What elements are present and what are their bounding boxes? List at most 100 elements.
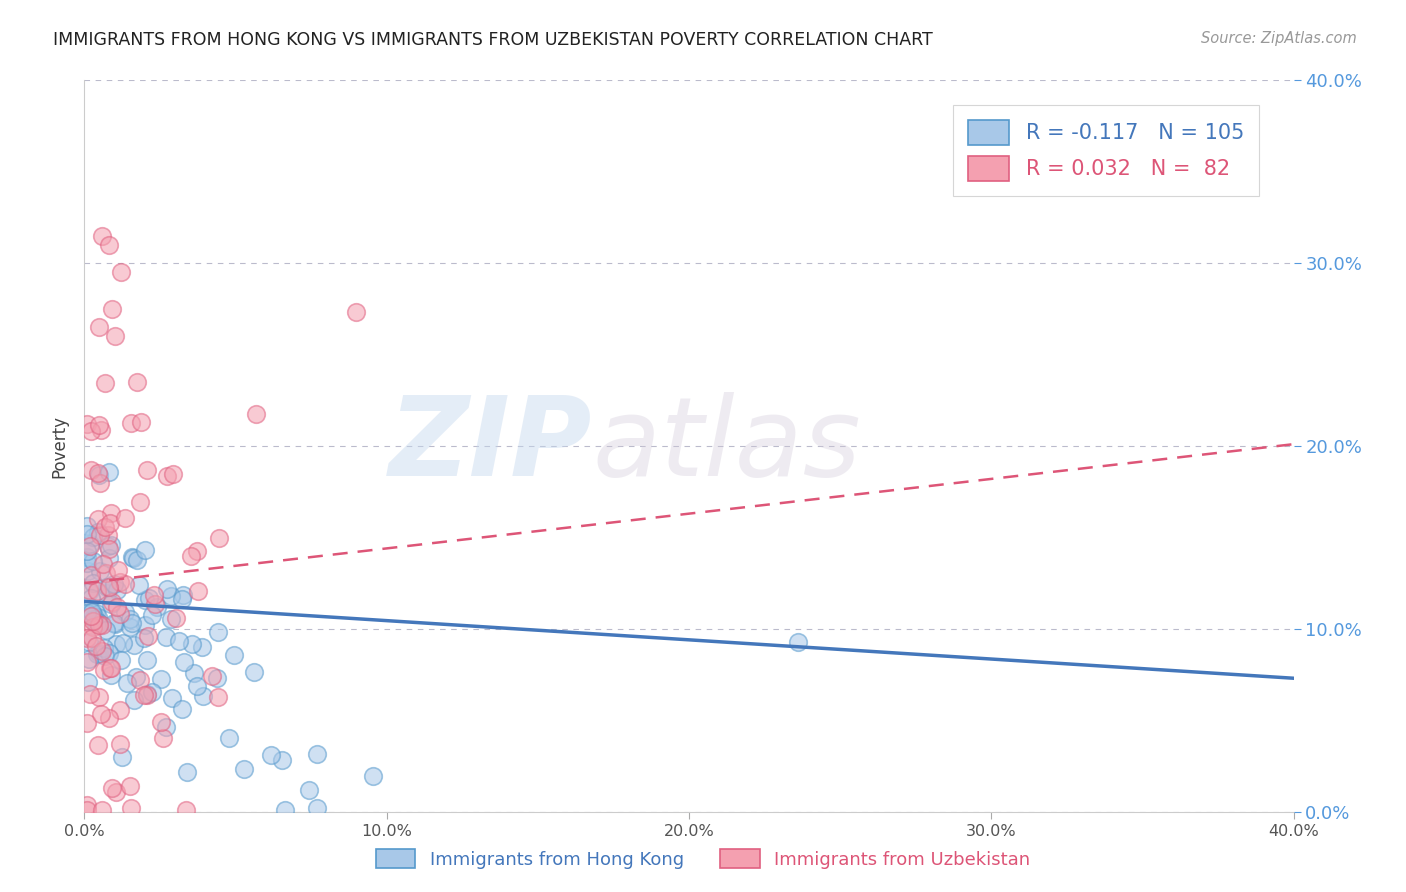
Point <box>114 511 136 525</box>
Point <box>186 544 208 558</box>
Point <box>77 584 100 599</box>
Point <box>98 465 121 479</box>
Point <box>100 661 122 675</box>
Point <box>172 702 194 716</box>
Point <box>86 609 108 624</box>
Point <box>122 692 145 706</box>
Point <box>98 551 121 566</box>
Point <box>93 640 115 655</box>
Point <box>80 631 103 645</box>
Point <box>82 615 104 629</box>
Point <box>76 797 98 812</box>
Point <box>135 687 157 701</box>
Point <box>134 618 156 632</box>
Point <box>87 417 110 432</box>
Point <box>208 531 231 545</box>
Point <box>82 553 104 567</box>
Point <box>105 600 128 615</box>
Point <box>118 620 141 634</box>
Text: ZIP: ZIP <box>388 392 592 500</box>
Point <box>103 616 125 631</box>
Point <box>100 595 122 609</box>
Point <box>96 623 118 637</box>
Point <box>89 320 111 334</box>
Point <box>186 679 208 693</box>
Point <box>79 608 101 623</box>
Point <box>76 674 98 689</box>
Point <box>76 632 98 646</box>
Point <box>165 611 187 625</box>
Point <box>87 616 110 631</box>
Point <box>346 305 368 319</box>
Point <box>118 612 141 626</box>
Point <box>155 630 177 644</box>
Point <box>141 608 163 623</box>
Point <box>190 640 212 655</box>
Point <box>183 666 205 681</box>
Point <box>98 711 121 725</box>
Point <box>91 618 114 632</box>
Point <box>143 597 166 611</box>
Point <box>145 599 167 614</box>
Point <box>169 634 191 648</box>
Point <box>138 591 160 605</box>
Point <box>142 588 165 602</box>
Point <box>160 589 183 603</box>
Point <box>87 466 110 480</box>
Point <box>80 463 103 477</box>
Point <box>205 671 228 685</box>
Point <box>273 803 295 817</box>
Point <box>84 639 107 653</box>
Text: Source: ZipAtlas.com: Source: ZipAtlas.com <box>1201 31 1357 46</box>
Point <box>94 519 117 533</box>
Text: atlas: atlas <box>592 392 860 500</box>
Point <box>91 803 114 817</box>
Point <box>104 329 127 343</box>
Point <box>96 566 118 581</box>
Point <box>76 549 98 564</box>
Point <box>96 580 118 594</box>
Point <box>156 582 179 597</box>
Point <box>160 690 183 705</box>
Point <box>176 764 198 779</box>
Point <box>79 635 101 649</box>
Point <box>105 583 128 598</box>
Point <box>79 687 101 701</box>
Point <box>87 615 110 630</box>
Point <box>77 564 100 578</box>
Point <box>136 653 159 667</box>
Point <box>786 634 808 648</box>
Point <box>77 583 100 598</box>
Point <box>111 750 134 764</box>
Point <box>180 549 202 563</box>
Point <box>125 670 148 684</box>
Point <box>108 574 131 589</box>
Point <box>104 617 127 632</box>
Point <box>121 616 143 631</box>
Point <box>121 549 143 564</box>
Point <box>98 646 121 660</box>
Point <box>89 690 111 704</box>
Point <box>135 688 157 702</box>
Point <box>136 462 159 476</box>
Y-axis label: Poverty: Poverty <box>51 415 69 477</box>
Point <box>97 528 120 542</box>
Point <box>122 638 145 652</box>
Point <box>114 577 136 591</box>
Point <box>141 684 163 698</box>
Point <box>108 703 131 717</box>
Point <box>120 800 142 814</box>
Point <box>100 538 122 552</box>
Point <box>76 556 98 570</box>
Point <box>120 417 142 431</box>
Point <box>108 737 131 751</box>
Point <box>82 620 104 634</box>
Point <box>131 415 153 429</box>
Point <box>201 669 224 683</box>
Point <box>90 706 112 721</box>
Point <box>172 589 194 603</box>
Point <box>98 516 121 530</box>
Point <box>176 803 198 817</box>
Point <box>134 592 156 607</box>
Point <box>132 631 155 645</box>
